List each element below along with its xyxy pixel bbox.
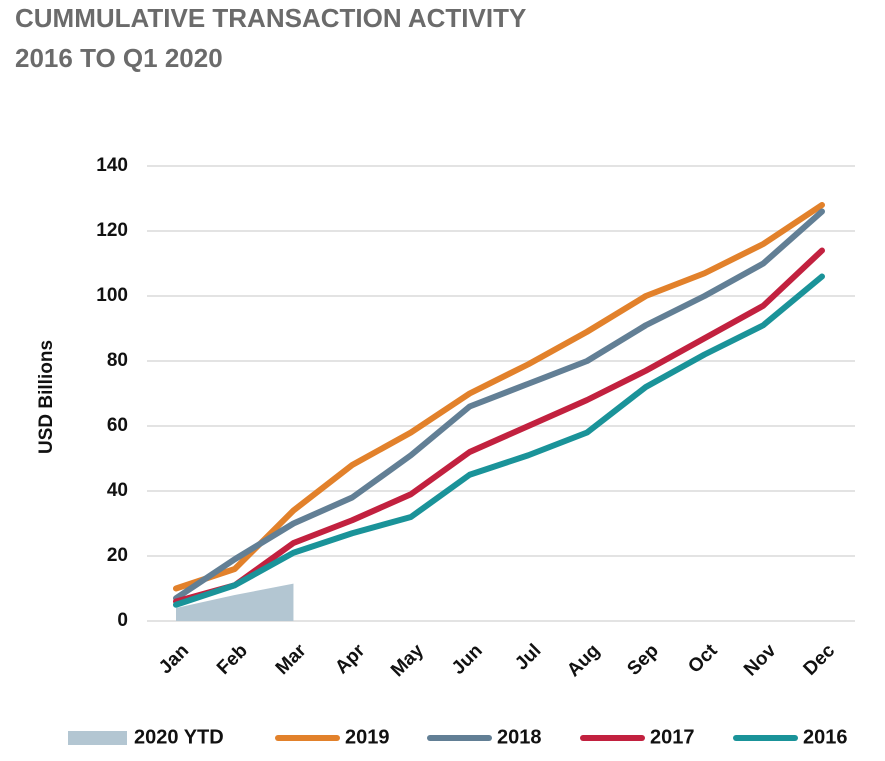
- area: [176, 583, 294, 621]
- line: [173, 202, 825, 592]
- x-tick-label: Sep: [623, 640, 662, 679]
- chart-title: CUMMULATIVE TRANSACTION ACTIVITY: [15, 3, 526, 33]
- y-tick-label: 120: [96, 220, 128, 241]
- x-tick-label: Dec: [800, 640, 840, 680]
- legend-label: 2019: [345, 726, 390, 748]
- x-tick-label: Jun: [448, 640, 487, 679]
- chart-subtitle: 2016 TO Q1 2020: [15, 43, 223, 73]
- legend-swatch: [68, 731, 127, 745]
- x-tick-label: Jan: [155, 640, 193, 678]
- line: [173, 273, 825, 608]
- y-tick-label: 100: [96, 285, 128, 306]
- x-tick-label: Nov: [740, 640, 781, 681]
- legend-label: 2016: [803, 726, 848, 748]
- legend-label: 2020 YTD: [134, 726, 224, 748]
- y-tick-label: 140: [96, 155, 128, 176]
- y-axis-label: USD Billions: [36, 340, 57, 454]
- y-tick-label: 80: [107, 350, 128, 371]
- legend-label: 2018: [497, 726, 542, 748]
- x-tick-label: Oct: [684, 640, 722, 678]
- y-tick-label: 60: [107, 415, 128, 436]
- y-tick-label: 40: [107, 480, 128, 501]
- x-tick-label: May: [387, 640, 428, 681]
- legend-label: 2017: [650, 726, 695, 748]
- line: [173, 208, 825, 602]
- y-tick-label: 0: [117, 610, 128, 631]
- x-tick-label: Mar: [272, 640, 311, 679]
- x-tick-label: Jul: [511, 640, 545, 674]
- y-tick-label: 20: [107, 545, 128, 566]
- x-tick-label: Aug: [563, 640, 604, 681]
- x-tick-label: Apr: [331, 640, 369, 678]
- line: [173, 247, 825, 605]
- x-tick-label: Feb: [213, 640, 252, 679]
